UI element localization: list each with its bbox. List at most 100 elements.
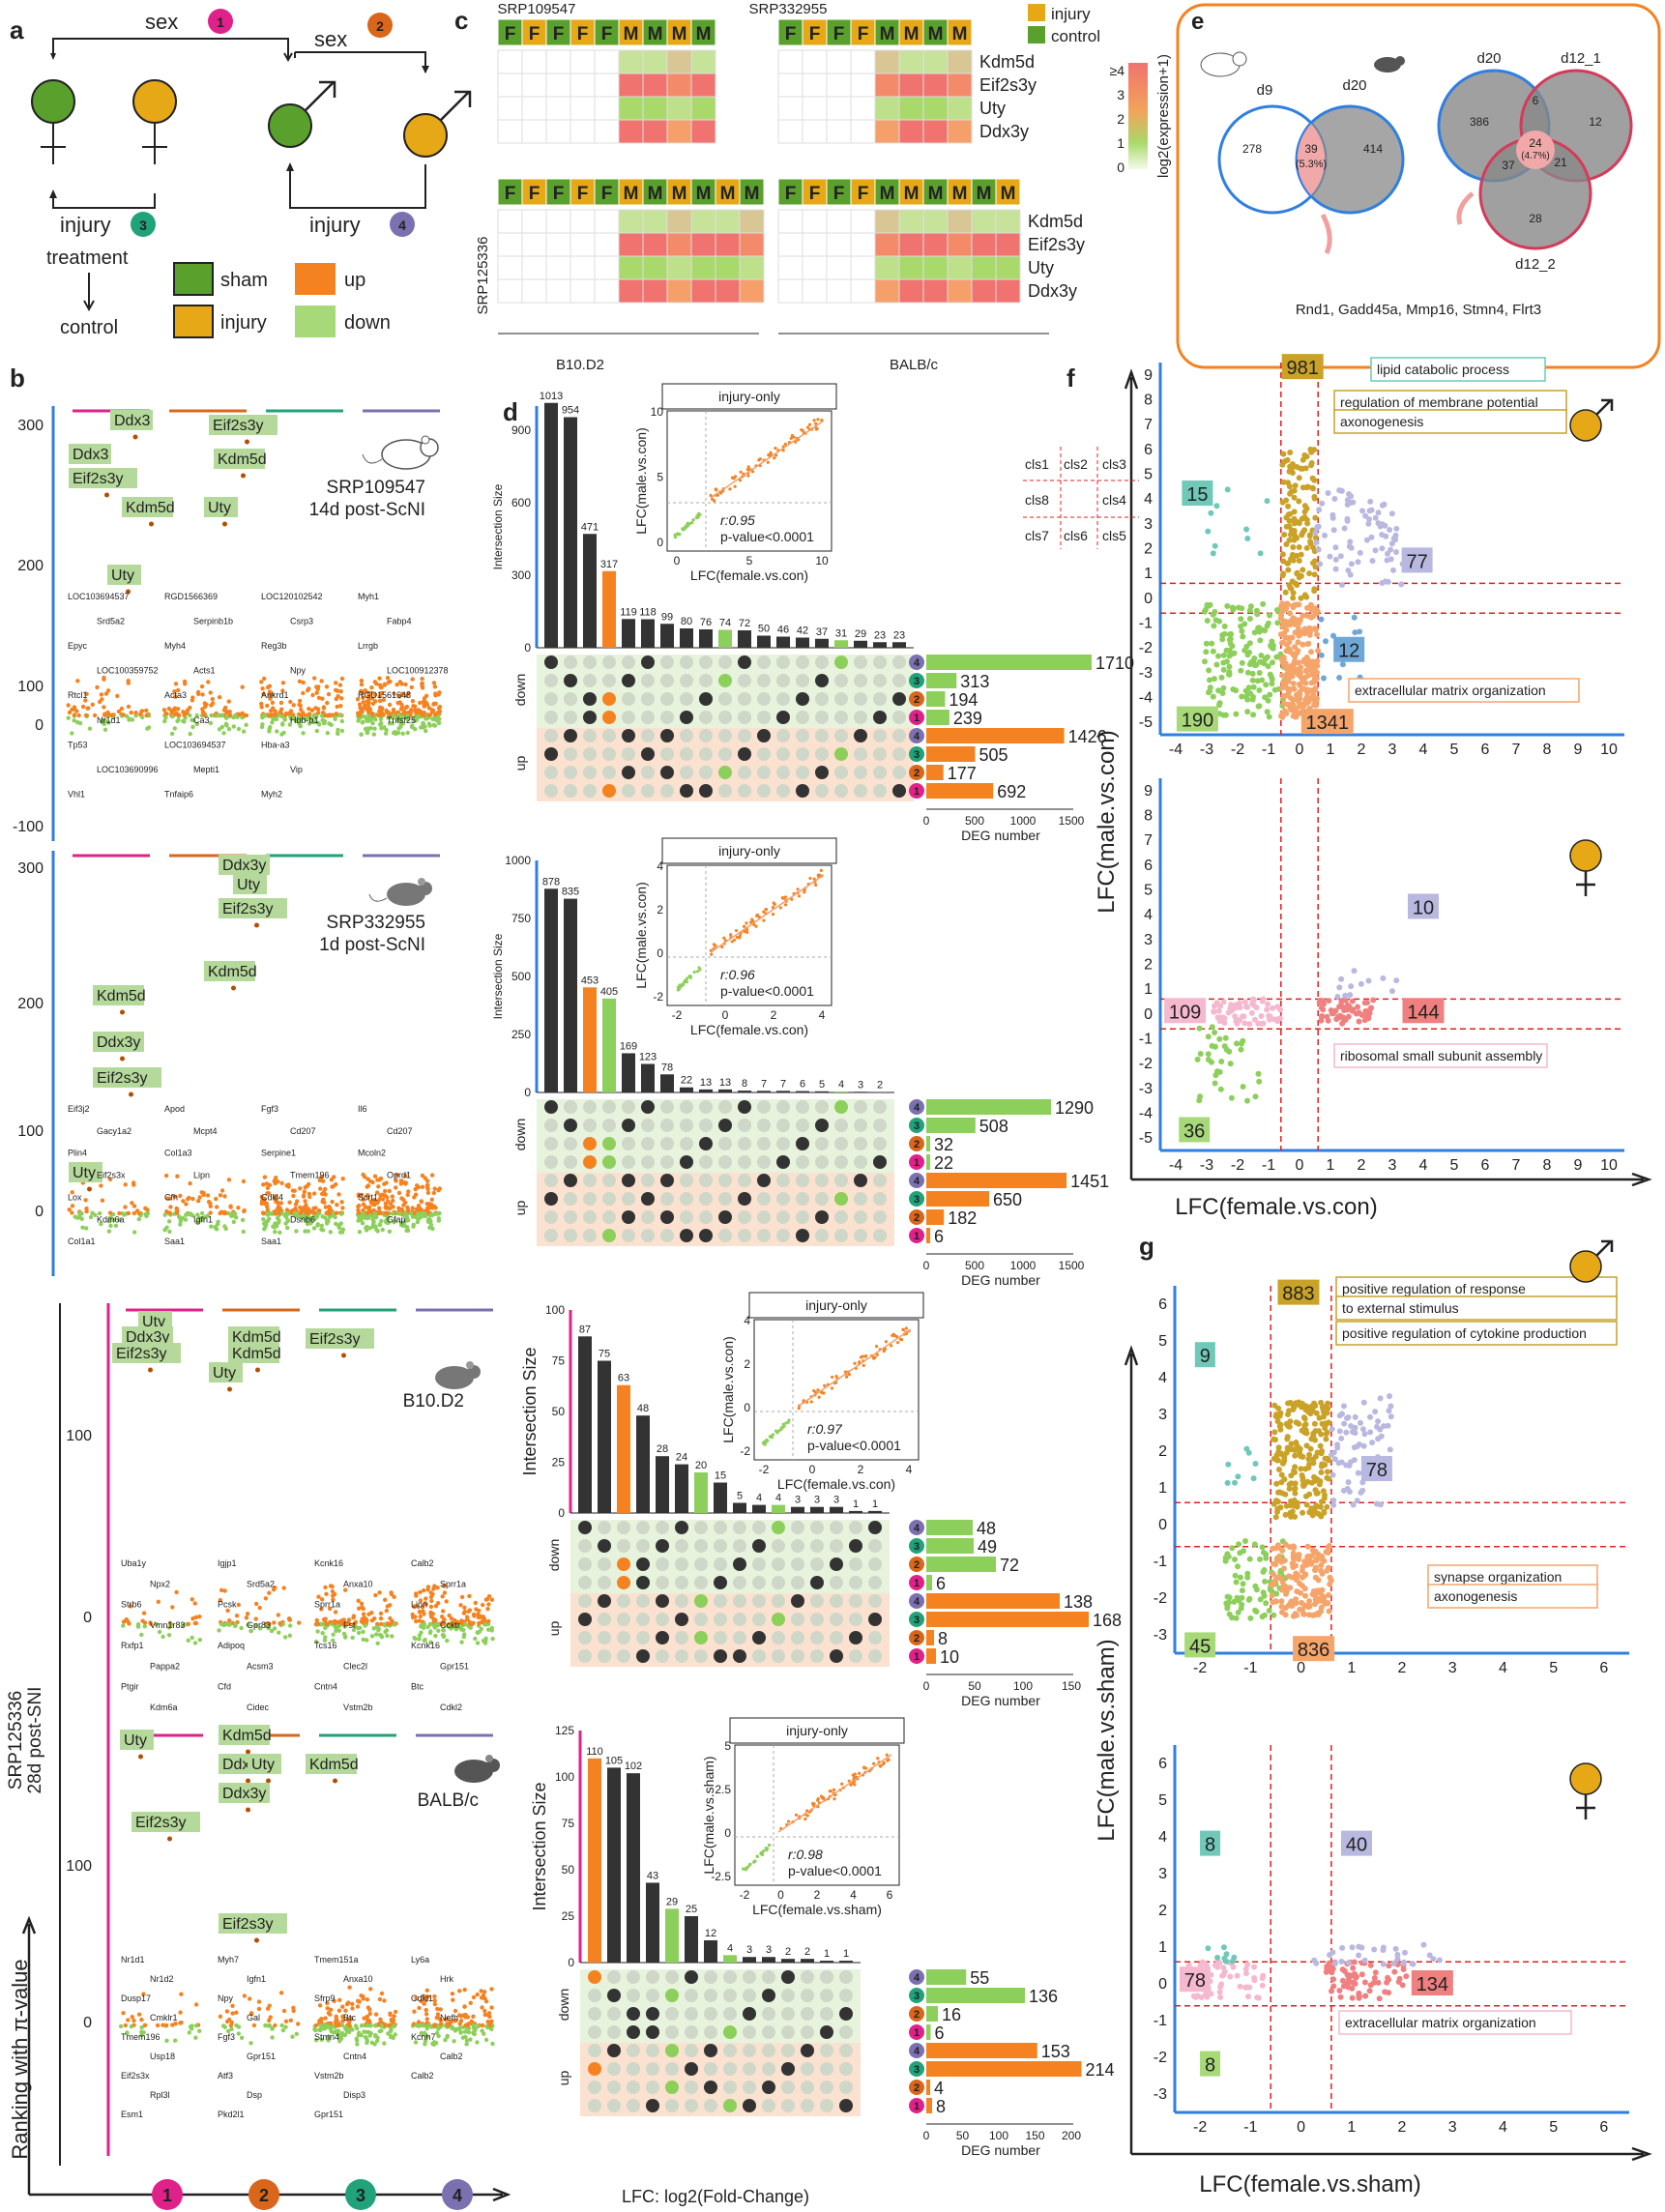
d-matrix-dot <box>791 1539 804 1553</box>
b-point <box>388 1615 393 1621</box>
d-matrix-dot <box>660 747 674 761</box>
b-point <box>259 701 264 707</box>
b-point <box>475 1992 480 1997</box>
c-heat-cell <box>666 232 692 257</box>
c-sex-label: F <box>785 184 797 204</box>
d-matrix-dot <box>757 655 771 669</box>
b-ylabel: Ranking with π-value <box>8 1959 32 2159</box>
d-bar-label: 169 <box>620 1040 637 1052</box>
b-boxed-gene-point <box>333 1778 337 1784</box>
b-point <box>283 711 289 716</box>
scatter-point <box>1249 670 1256 677</box>
c-legend-injury: injury <box>1051 5 1091 23</box>
d-bar-label: 72 <box>739 618 750 629</box>
scatter-point <box>1244 696 1251 703</box>
scatter-point <box>1260 600 1267 607</box>
b-point <box>278 1621 282 1626</box>
d-deg-tick: 150 <box>1062 1679 1081 1693</box>
c-heat-cell <box>739 278 765 304</box>
b-point <box>374 1632 379 1637</box>
b-point <box>178 1219 184 1224</box>
d-inset-ytick: 2 <box>744 1357 750 1371</box>
c-heat-cell <box>922 119 949 144</box>
b-point <box>257 1605 262 1611</box>
c-heat-cell <box>826 73 852 98</box>
d-bar-label: 2 <box>877 1080 883 1091</box>
scatter-point <box>1292 629 1299 636</box>
b-point <box>190 724 195 730</box>
d-bar <box>733 1502 746 1513</box>
d-matrix-dot <box>772 1539 785 1553</box>
d-bar <box>830 1506 843 1513</box>
d-matrix-dot <box>743 2007 756 2021</box>
b-boxed-gene-point <box>227 1386 232 1392</box>
b-point <box>384 1180 389 1185</box>
b-point <box>276 1613 280 1617</box>
d-bar <box>810 1506 824 1513</box>
b-point <box>227 713 233 717</box>
b-point <box>336 2008 342 2013</box>
scatter-ytick: 5 <box>1144 467 1153 483</box>
b-point <box>108 713 114 718</box>
b-point <box>261 1182 266 1187</box>
b2-ytick-100: 100 <box>17 1123 44 1140</box>
c-heat-cell <box>874 278 900 304</box>
panel-f: f -4 -3 -2 -1 0 1 2 3 4 5 6 7 8 9 10-5-4-3-2-101234567… <box>1023 354 1652 1220</box>
b-point <box>262 1227 267 1232</box>
d-inset-point-down <box>747 1863 752 1867</box>
c-cbar-tick-3: 3 <box>1117 87 1125 102</box>
scatter-point <box>1304 641 1311 648</box>
scatter-count: 15 <box>1186 484 1208 506</box>
d-matrix-dot <box>665 2081 679 2094</box>
d-matrix-dot <box>660 692 674 706</box>
b-point <box>372 1616 377 1621</box>
d-set-bar <box>926 1648 936 1664</box>
d-bar <box>646 1882 659 1963</box>
d-matrix-dot <box>801 2025 814 2039</box>
scatter-point <box>1296 574 1302 581</box>
b-point <box>361 1202 366 1208</box>
c-heat-cell <box>898 49 924 74</box>
b-point <box>319 2019 324 2023</box>
panel-c-letter: c <box>454 6 468 35</box>
b-point <box>483 1597 489 1602</box>
b-gene-label: Kcnk16 <box>411 1641 440 1650</box>
b-point <box>304 1205 308 1209</box>
b-boxed-gene: Uty <box>111 568 134 584</box>
scatter-point <box>1244 709 1251 715</box>
d-inset-xlabel: LFC(female.vs.con) <box>777 1476 895 1492</box>
scatter-point <box>1283 692 1290 699</box>
b-boxed-gene: Uty <box>73 1165 96 1181</box>
b-point <box>415 1183 420 1188</box>
c-gene-label: Eif2s3y <box>1028 235 1085 254</box>
d-bar <box>602 998 616 1092</box>
b-point <box>358 1625 363 1631</box>
b-point <box>309 708 315 713</box>
b-point <box>256 1999 262 2004</box>
scatter-point <box>1310 544 1316 551</box>
b-point <box>333 1610 338 1615</box>
d-bar <box>772 1504 785 1513</box>
d-inset-point-up <box>786 1819 791 1823</box>
b-point <box>305 1208 309 1213</box>
b-point <box>163 1173 169 1179</box>
b-point <box>178 2010 183 2015</box>
b-point <box>319 1223 324 1229</box>
d-matrix-dot <box>685 2025 698 2039</box>
b-point <box>72 718 76 723</box>
d-matrix-dot <box>660 711 674 724</box>
b-point <box>276 1207 281 1211</box>
d-matrix-dot <box>675 1649 688 1663</box>
b-point <box>236 1206 241 1210</box>
d-matrix-dot <box>675 1594 688 1608</box>
d-matrix-dot <box>588 2081 601 2094</box>
b-gene-label: Mcoln2 <box>358 1149 386 1158</box>
d-inset-ytick: 2.5 <box>715 1783 731 1796</box>
c-heat-cell <box>618 119 644 144</box>
b2-ytick-0: 0 <box>35 1204 44 1220</box>
b-point <box>130 2015 134 2020</box>
b-boxed-gene-point <box>222 521 227 527</box>
d-matrix-dot <box>820 2044 833 2057</box>
b-gene-label: Tmem196 <box>121 2032 161 2042</box>
b-point <box>168 1205 173 1209</box>
